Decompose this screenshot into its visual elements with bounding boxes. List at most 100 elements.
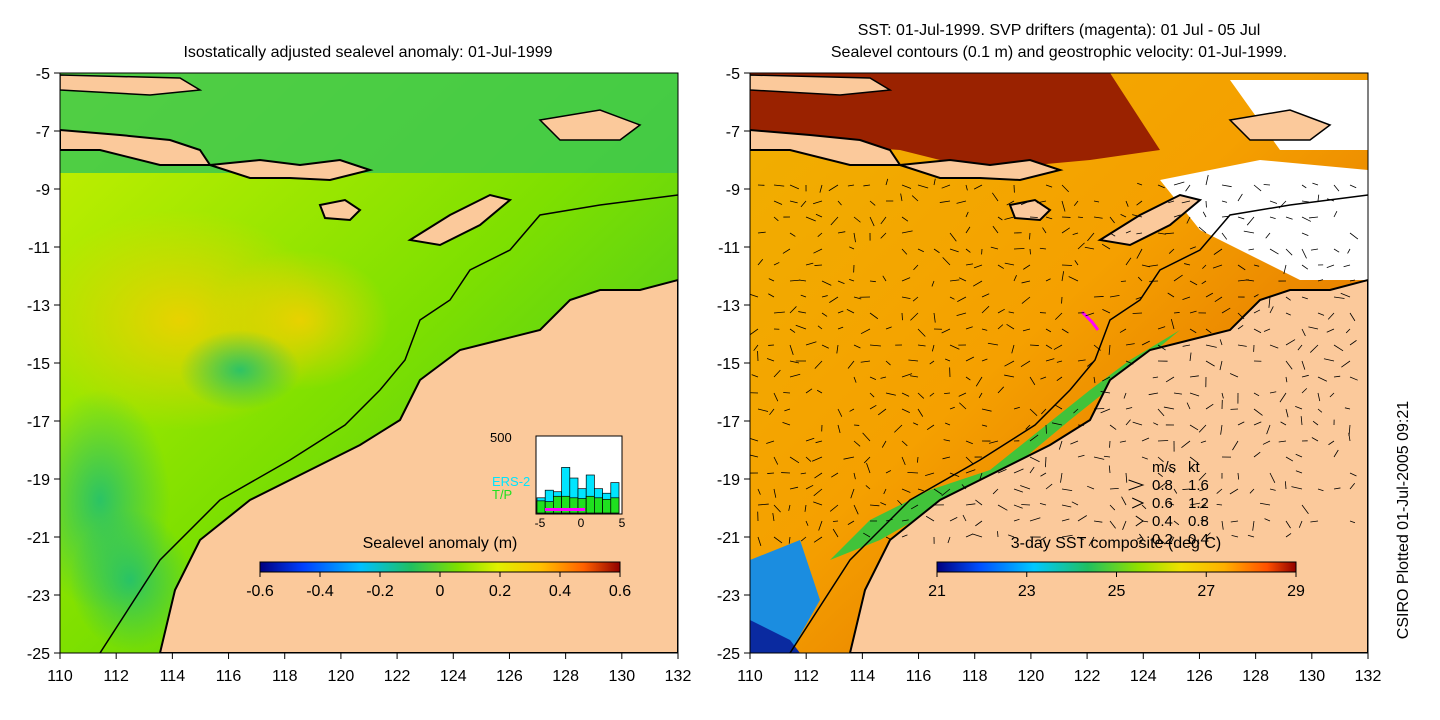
velocity-legend-ms: 0.2: [1152, 531, 1173, 548]
velocity-vector: [1269, 391, 1277, 394]
velocity-vector: [961, 484, 967, 490]
velocity-vector: [981, 293, 990, 298]
velocity-vector: [1189, 424, 1199, 431]
velocity-vector: [1061, 200, 1066, 212]
velocity-vector: [992, 225, 999, 234]
sst-colorbar: 3-day SST composite (deg C) 21 23 25 27 29: [928, 535, 1305, 600]
velocity-vector: [1221, 307, 1231, 314]
velocity-vector: [910, 312, 919, 321]
velocity-vector: [1285, 216, 1293, 220]
velocity-vector: [813, 488, 823, 497]
velocity-vector: [1125, 360, 1134, 365]
flores-island-sst: [899, 158, 1064, 182]
velocity-vector: [1326, 198, 1335, 202]
velocity-vector: [1100, 408, 1111, 414]
velocity-vector: [1214, 296, 1223, 303]
velocity-vector: [1317, 408, 1323, 413]
velocity-vector: [1221, 232, 1228, 240]
velocity-vector: [789, 306, 797, 314]
velocity-vector: [832, 528, 839, 538]
velocity-vector: [850, 488, 855, 499]
velocity-vector: [1060, 472, 1063, 483]
velocity-vector: [1123, 392, 1127, 399]
velocity-vector: [1173, 214, 1181, 218]
velocity-vector: [757, 408, 769, 412]
velocity-vector: [1084, 246, 1095, 250]
velocity-vector: [1219, 339, 1223, 346]
velocity-vector: [1168, 200, 1175, 204]
velocity-vector: [766, 358, 775, 362]
velocity-vector: [997, 386, 1005, 394]
velocity-vector: [1070, 440, 1079, 445]
velocity-vector: [880, 232, 887, 239]
velocity-vector: [917, 344, 926, 347]
velocity-vector: [907, 472, 919, 474]
velocity-legend-rows: 0.8 1.60.6 1.20.4 0.80.2 0.4: [1128, 477, 1209, 548]
velocity-vector: [1073, 200, 1079, 206]
velocity-vector: [1285, 520, 1291, 529]
velocity-vector: [972, 280, 983, 287]
sla-colorbar: Sealevel anomaly (m) -0.6 -0.4 -0.2 0 0.2 0.4…: [246, 535, 631, 600]
velocity-vector: [829, 296, 839, 303]
velocity-vector: [975, 499, 983, 506]
velocity-vector: [1247, 534, 1255, 538]
velocity-vector: [1323, 358, 1335, 362]
velocity-vector: [1125, 407, 1133, 410]
velocity-vector: [805, 341, 817, 346]
velocity-vector: [897, 499, 903, 506]
velocity-vector: [837, 280, 845, 285]
velocity-vector: [1137, 276, 1143, 282]
velocity-vector: [992, 488, 999, 495]
velocity-vector: [949, 406, 955, 410]
velocity-legend-ms: 0.8: [1152, 477, 1173, 494]
velocity-vector: [805, 216, 816, 222]
histogram-legend-tp: T/P: [492, 487, 512, 502]
velocity-vector: [1101, 243, 1111, 250]
velocity-vector: [1189, 310, 1197, 314]
left-x-tick-label: 124: [440, 668, 467, 685]
velocity-vector: [829, 504, 839, 512]
velocity-vector: [1253, 408, 1263, 416]
velocity-vector: [1348, 432, 1351, 442]
velocity-vector: [805, 456, 812, 462]
velocity-vector: [849, 279, 855, 282]
velocity-vector: [1333, 375, 1341, 378]
velocity-vector: [863, 456, 871, 464]
velocity-vector: [1278, 440, 1287, 443]
velocity-vector: [885, 392, 896, 396]
velocity-vector: [1189, 375, 1199, 378]
right-y-tick-label: -7: [726, 124, 740, 141]
velocity-vector: [1229, 373, 1239, 378]
velocity-vector: [1349, 472, 1357, 477]
velocity-vector: [1109, 488, 1119, 490]
velocity-vector: [965, 376, 971, 381]
colorbar-tick-label: 0.6: [609, 583, 631, 600]
velocity-vector: [981, 305, 990, 314]
velocity-vector: [860, 360, 871, 363]
histogram-bar-tp: [602, 498, 612, 514]
velocity-vector: [1199, 488, 1207, 492]
velocity-vector: [1077, 359, 1086, 362]
velocity-vector: [901, 440, 908, 447]
velocity-vector: [1173, 488, 1178, 494]
velocity-vector: [1141, 437, 1150, 442]
velocity-vector: [773, 262, 780, 266]
left-x-tick-label: 114: [160, 668, 186, 685]
velocity-vector: [773, 536, 783, 544]
velocity-vector: [1068, 276, 1079, 282]
velocity-vector: [782, 248, 791, 254]
velocity-vector: [901, 408, 910, 413]
velocity-vector: [1109, 504, 1116, 511]
velocity-vector: [1205, 344, 1217, 348]
velocity-vector: [1152, 376, 1159, 379]
velocity-vector: [1297, 344, 1303, 351]
velocity-vector: [1157, 344, 1166, 351]
velocity-vector: [981, 408, 992, 412]
velocity-vector: [1221, 392, 1224, 399]
velocity-vector: [981, 358, 988, 362]
velocity-legend-ms: 0.6: [1152, 495, 1173, 512]
velocity-vector: [813, 536, 823, 543]
velocity-vector: [853, 504, 859, 515]
velocity-vector: [1148, 264, 1159, 267]
velocity-vector: [1055, 312, 1063, 320]
